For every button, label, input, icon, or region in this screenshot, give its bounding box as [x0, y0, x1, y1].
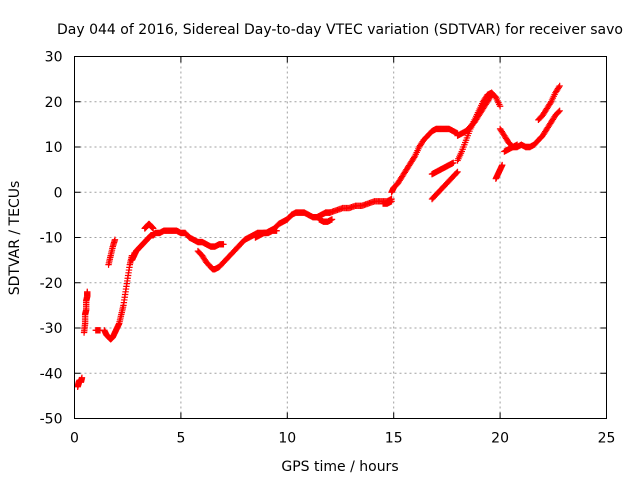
- series-seg04: [101, 252, 136, 343]
- data-point: [454, 168, 461, 176]
- series-seg02: [80, 288, 91, 336]
- data-point: [556, 82, 563, 90]
- data-point: [273, 227, 280, 234]
- data-point: [388, 198, 395, 205]
- y-tick-label: -20: [40, 276, 63, 292]
- y-tick-label: -40: [40, 366, 63, 382]
- series-seg20: [501, 141, 521, 155]
- y-tick-label: -30: [40, 321, 63, 337]
- series-seg05: [105, 236, 119, 268]
- data-point: [556, 107, 563, 114]
- data-point: [450, 159, 457, 167]
- x-tick-label: 25: [598, 431, 616, 447]
- data-point: [220, 241, 227, 248]
- data-point: [496, 103, 504, 110]
- x-tick-label: 15: [385, 431, 403, 447]
- x-axis-label: GPS time / hours: [281, 459, 398, 475]
- data-points: [74, 82, 563, 391]
- y-tick-label: -10: [40, 231, 63, 247]
- data-point: [328, 216, 336, 223]
- series-seg08: [194, 209, 334, 273]
- series-seg14: [428, 159, 457, 178]
- data-point: [555, 84, 563, 91]
- axis-ticks: [74, 56, 607, 419]
- y-tick-label: -50: [40, 412, 63, 428]
- series-seg07: [141, 220, 157, 232]
- y-tick-label: 10: [45, 140, 63, 156]
- series-seg17: [454, 91, 495, 139]
- data-point: [555, 108, 563, 115]
- data-point: [453, 169, 460, 176]
- series-seg16: [454, 89, 504, 164]
- series-seg13: [388, 125, 461, 196]
- data-point: [499, 161, 506, 169]
- y-tick-label: 0: [54, 185, 63, 201]
- series-seg10: [316, 216, 336, 225]
- y-axis-label: SDTVAR / TECUs: [7, 181, 23, 296]
- y-tick-labels: -50 -40 -30 -20 -10 0 10 20 30: [40, 50, 63, 428]
- series-seg12: [379, 198, 395, 207]
- grid-lines: [74, 56, 607, 419]
- data-point: [84, 288, 91, 295]
- series-seg01: [74, 374, 86, 391]
- x-tick-label: 5: [176, 431, 185, 447]
- data-point: [150, 225, 157, 232]
- data-point: [513, 141, 521, 148]
- series-seg15: [428, 168, 461, 203]
- x-tick-labels: 0 5 10 15 20 25: [70, 431, 615, 447]
- series-seg21: [535, 82, 563, 124]
- y-tick-label: 20: [45, 95, 63, 111]
- x-tick-label: 10: [278, 431, 296, 447]
- series-seg06: [128, 227, 227, 264]
- y-tick-label: 30: [45, 50, 63, 66]
- data-point: [111, 236, 119, 243]
- data-point: [78, 374, 86, 381]
- series-seg19: [496, 107, 563, 151]
- series-seg18: [492, 161, 506, 182]
- x-tick-label: 20: [491, 431, 509, 447]
- data-point: [487, 93, 494, 100]
- data-point: [488, 91, 495, 99]
- x-tick-label: 0: [70, 431, 79, 447]
- series-seg09: [252, 227, 280, 241]
- chart-title: Day 044 of 2016, Sidereal Day-to-day VTE…: [57, 22, 623, 38]
